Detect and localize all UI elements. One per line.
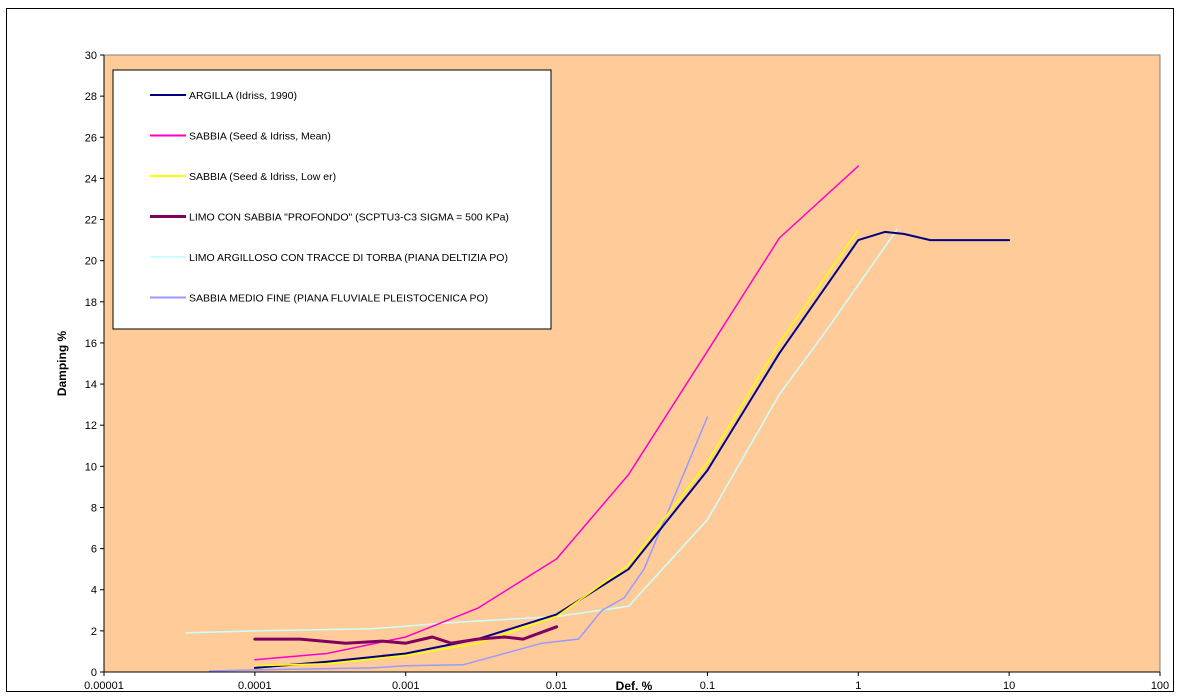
legend-label-1: ARGILLA (Idriss, 1990) [189, 90, 297, 102]
y-axis-title: Damping % [55, 331, 69, 397]
x-tick-label: 0.001 [392, 680, 420, 692]
series-line-3 [254, 229, 860, 667]
series-line-2 [254, 165, 860, 661]
x-tick-label: 0.1 [700, 680, 715, 692]
x-tick-label: 0.01 [546, 680, 567, 692]
x-tick-label: 0.0001 [238, 680, 272, 692]
series-line-1 [253, 230, 1011, 669]
y-tick-label: 14 [85, 379, 97, 391]
x-tick-label: 0.00001 [84, 680, 124, 692]
y-tick-label: 6 [91, 544, 97, 556]
y-tick-label: 2 [91, 626, 97, 638]
y-tick-label: 10 [85, 461, 97, 473]
legend-box [112, 69, 552, 330]
y-tick-label: 28 [85, 91, 97, 103]
y-tick-label: 22 [85, 215, 97, 227]
y-tick-label: 12 [85, 420, 97, 432]
y-tick-label: 4 [91, 585, 97, 597]
y-tick-label: 0 [91, 667, 97, 679]
x-tick-label: 100 [1151, 680, 1169, 692]
y-tick-label: 20 [85, 256, 97, 268]
x-tick-label: 10 [1003, 680, 1015, 692]
legend-label-4: LIMO CON SABBIA "PROFONDO" (SCPTU3-C3 SI… [189, 212, 509, 224]
legend-label-3: SABBIA (Seed & Idriss, Low er) [189, 171, 336, 183]
x-axis-title: Def. % [616, 679, 653, 693]
y-tick-label: 30 [85, 50, 97, 62]
series-line-4 [253, 625, 559, 645]
series-layer [185, 165, 1011, 672]
y-tick-label: 16 [85, 338, 97, 350]
legend-label-2: SABBIA (Seed & Idriss, Mean) [189, 131, 331, 143]
legend: ARGILLA (Idriss, 1990) SABBIA (Seed & Idr… [112, 69, 552, 330]
legend-label-5: LIMO ARGILLOSO CON TRACCE DI TORBA (PIAN… [189, 252, 508, 264]
y-tick-label: 26 [85, 132, 97, 144]
series-line-5 [185, 229, 898, 634]
y-tick-label: 18 [85, 297, 97, 309]
y-tick-label: 8 [91, 502, 97, 514]
y-tick-label: 24 [85, 173, 97, 185]
legend-label-6: SABBIA MEDIO FINE (PIANA FLUVIALE PLEIST… [189, 293, 488, 305]
series-line-6 [208, 416, 709, 672]
x-tick-label: 1 [855, 680, 861, 692]
